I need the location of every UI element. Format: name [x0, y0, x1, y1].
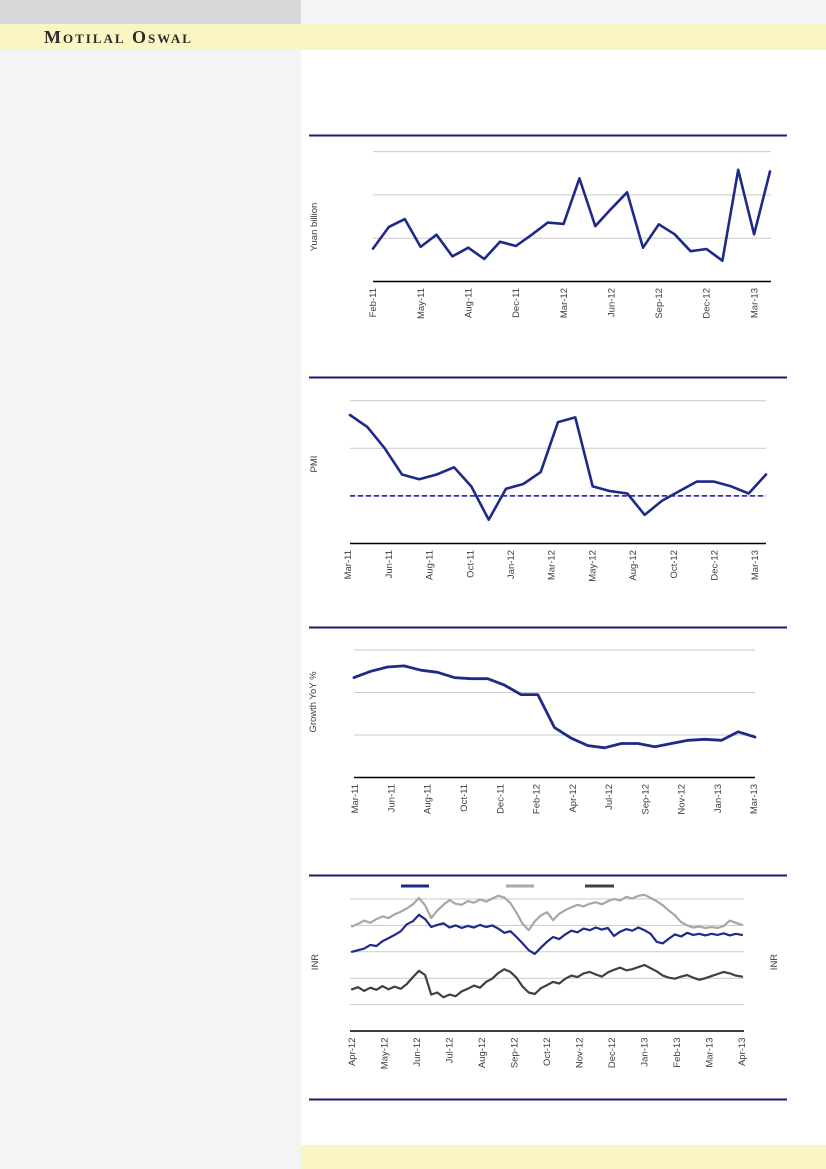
x-tick-label: Jan-13 — [713, 784, 724, 813]
x-tick-label: May-11 — [416, 288, 427, 319]
x-tick-label: Dec-12 — [607, 1038, 618, 1069]
y-axis-label: PMI — [309, 456, 320, 473]
x-tick-label: Dec-11 — [495, 784, 506, 814]
x-tick-label: Aug-12 — [628, 550, 639, 581]
x-tick-label: Nov-12 — [575, 1038, 586, 1069]
x-tick-label: Mar-13 — [749, 784, 760, 814]
x-tick-label: Aug-11 — [425, 550, 436, 580]
x-tick-label: Feb-13 — [672, 1038, 683, 1068]
legend-swatch — [585, 884, 614, 888]
x-tick-label: Sep-12 — [640, 784, 651, 815]
x-tick-label: Jun-12 — [606, 288, 617, 317]
x-tick-label: Aug-12 — [477, 1038, 488, 1069]
x-tick-label: Feb-12 — [532, 784, 543, 814]
x-tick-label: Dec-12 — [702, 288, 713, 319]
x-tick-label: Apr-12 — [568, 784, 579, 813]
x-tick-label: May-12 — [380, 1038, 391, 1070]
x-tick-label: Jan-13 — [640, 1038, 651, 1067]
footer-band — [301, 1145, 826, 1169]
x-tick-label: Mar-11 — [350, 784, 361, 813]
x-tick-label: Aug-11 — [423, 784, 434, 814]
x-tick-label: Mar-13 — [750, 550, 761, 580]
x-tick-label: Dec-12 — [710, 550, 721, 581]
x-tick-label: Nov-12 — [677, 784, 688, 815]
x-tick-label: Oct-11 — [459, 784, 470, 812]
series-line — [350, 893, 744, 932]
y-axis-label: Growth YoY % — [308, 671, 319, 733]
x-tick-label: Jun-11 — [386, 784, 397, 812]
y-axis-label-right: INR — [769, 954, 780, 971]
brand-band: Motilal Oswal — [0, 24, 826, 50]
x-tick-label: Jun-11 — [384, 550, 395, 578]
x-tick-label: Sep-12 — [510, 1038, 521, 1069]
top-bar-right — [301, 0, 826, 24]
left-margin-panel — [0, 0, 301, 1169]
series-line — [371, 168, 772, 263]
x-tick-label: Jul-12 — [445, 1038, 456, 1064]
x-tick-label: Mar-13 — [749, 288, 760, 318]
x-tick-label: Mar-12 — [559, 288, 570, 318]
x-tick-label: Jun-12 — [412, 1038, 423, 1067]
x-tick-label: Dec-11 — [511, 288, 522, 318]
series-line — [352, 664, 757, 750]
legend-swatch — [506, 884, 534, 888]
legend-swatch — [401, 884, 429, 888]
series-line — [348, 413, 768, 522]
x-tick-label: Mar-13 — [705, 1038, 716, 1068]
x-tick-label: Mar-11 — [343, 550, 354, 579]
x-tick-label: Jul-12 — [604, 784, 615, 810]
x-tick-label: Mar-12 — [547, 550, 558, 580]
series-line — [350, 963, 744, 999]
brand-logo-text: Motilal Oswal — [44, 27, 193, 47]
x-tick-label: Feb-11 — [368, 288, 379, 317]
x-tick-label: Oct-11 — [465, 550, 476, 578]
x-tick-label: Oct-12 — [542, 1038, 553, 1067]
x-tick-label: Aug-11 — [463, 288, 474, 318]
top-bar-left — [0, 0, 301, 24]
x-tick-label: Jan-12 — [506, 550, 517, 579]
x-tick-label: Sep-12 — [654, 288, 665, 319]
series-line — [350, 913, 744, 956]
x-tick-label: Apr-13 — [737, 1038, 748, 1067]
x-tick-label: Oct-12 — [669, 550, 680, 579]
x-tick-label: May-12 — [587, 550, 598, 582]
x-tick-label: Apr-12 — [347, 1038, 358, 1067]
y-axis-label: Yuan billion — [309, 203, 320, 252]
y-axis-label: INR — [310, 954, 321, 971]
